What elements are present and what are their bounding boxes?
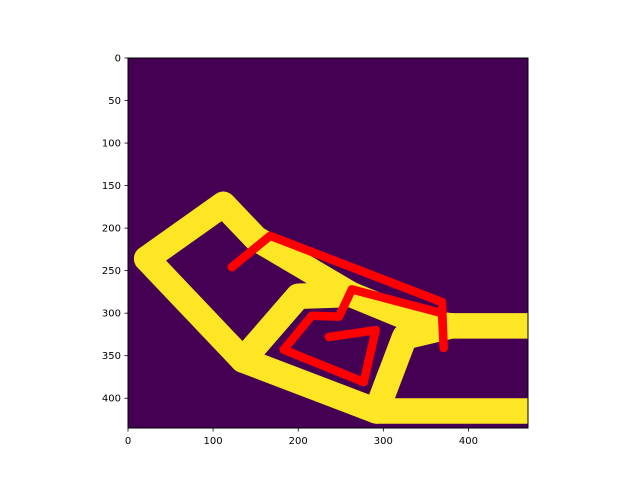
y-tick-label: 100 — [102, 139, 121, 150]
y-tick-label: 50 — [108, 96, 121, 107]
y-tick-label: 300 — [102, 309, 121, 320]
x-tick-label: 0 — [125, 436, 131, 447]
overlay-path-layer — [227, 231, 448, 387]
mask-segment-middle-diagonal — [230, 281, 364, 373]
y-tick-label: 0 — [115, 54, 121, 65]
x-tick-label: 400 — [459, 436, 478, 447]
axes-frame — [127, 57, 529, 429]
y-axis: 0 50 100 150 200 250 300 350 400 — [102, 54, 128, 405]
x-tick-label: 300 — [374, 436, 393, 447]
y-tick-label: 350 — [102, 351, 121, 362]
mask-segment-left-diagonal — [133, 245, 256, 373]
plot-area — [127, 57, 529, 429]
x-tick-label: 200 — [289, 436, 308, 447]
x-axis: 0 100 200 300 400 — [125, 428, 478, 447]
y-tick-label: 400 — [102, 394, 121, 405]
y-tick-label: 250 — [102, 266, 121, 277]
x-tick-label: 100 — [204, 436, 223, 447]
y-tick-label: 150 — [102, 181, 121, 192]
y-tick-label: 200 — [102, 224, 121, 235]
mask-segment-outer-left — [133, 191, 364, 308]
foreground-mask-layer — [133, 191, 528, 424]
mask-segment-inner-bottom-left — [363, 313, 465, 424]
overlay-path-line — [227, 231, 448, 387]
